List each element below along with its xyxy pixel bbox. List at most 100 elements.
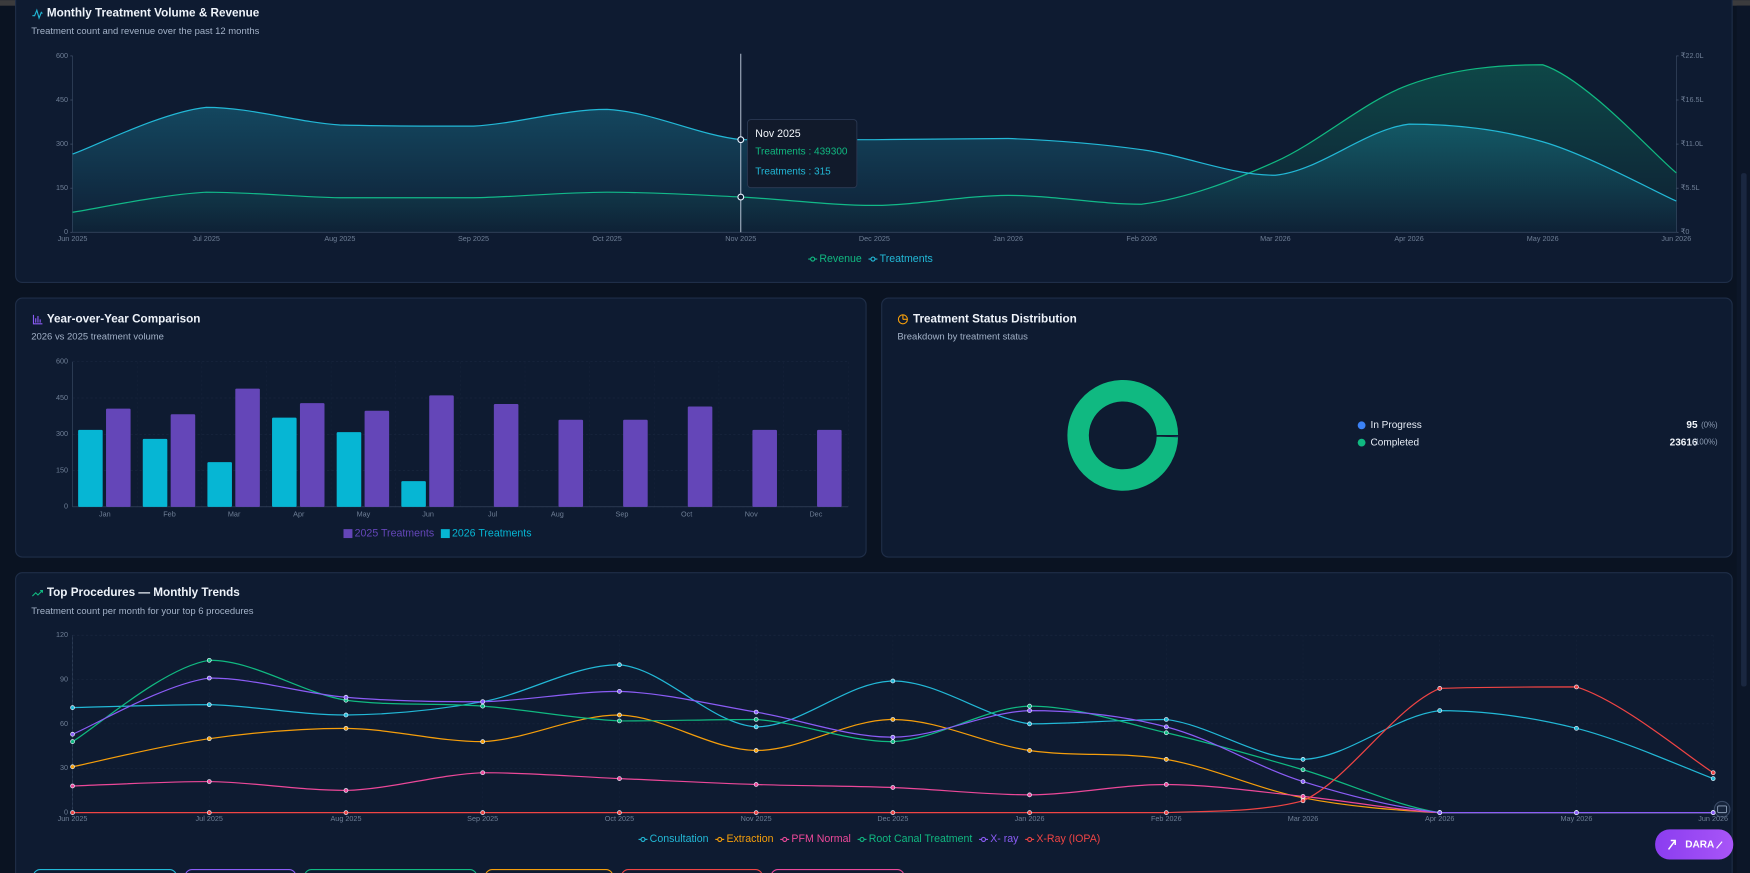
- pill[interactable]: [304, 868, 477, 873]
- legend-label: In Progress: [1371, 420, 1422, 431]
- x-tick-label: Sep 2025: [458, 234, 489, 243]
- x-tick-label: Sep: [616, 510, 629, 519]
- y-tick-label: 150: [56, 183, 68, 192]
- point: [617, 689, 622, 694]
- filter-pills: [33, 868, 904, 873]
- chat-icon-glyph: [1717, 805, 1728, 814]
- pill[interactable]: [485, 868, 613, 873]
- point: [1710, 776, 1716, 781]
- bar: [142, 438, 168, 507]
- tooltip-item: Treatments : 439300: [755, 147, 848, 158]
- y2-tick-label: ₹22.0L: [1681, 51, 1704, 60]
- donut-segment: [1066, 378, 1180, 492]
- pill[interactable]: [771, 868, 904, 873]
- bar: [623, 419, 648, 507]
- tooltip: [747, 119, 858, 189]
- legend-swatch: [1357, 438, 1366, 447]
- y2-tick-label: ₹0: [1681, 227, 1690, 236]
- active-point: [737, 136, 745, 144]
- bar: [429, 395, 454, 507]
- assistant-button-bg[interactable]: [1655, 829, 1734, 860]
- card-title: Year-over-Year Comparison: [47, 312, 201, 325]
- assistant-button[interactable]: DARA: [1655, 829, 1734, 860]
- point: [480, 739, 486, 744]
- point: [480, 770, 486, 776]
- icon: [32, 8, 43, 20]
- x-tick-label: Nov: [745, 510, 758, 519]
- y-tick-label: 300: [56, 429, 68, 438]
- point: [1027, 721, 1032, 727]
- pill[interactable]: [185, 868, 296, 873]
- bar: [401, 481, 426, 507]
- point: [617, 662, 622, 668]
- tooltip-title: Nov 2025: [755, 128, 800, 140]
- point: [617, 810, 622, 815]
- y-tick-label: 60: [60, 719, 68, 728]
- legend-label: 2025 Treatments: [355, 527, 435, 539]
- x-tick-label: Oct 2025: [605, 814, 634, 823]
- pill[interactable]: [33, 868, 177, 873]
- assistant-label[interactable]: DARA: [1685, 840, 1714, 851]
- card-subtitle: 2026 vs 2025 treatment volume: [31, 332, 164, 343]
- legend-swatch: [640, 836, 646, 842]
- bar: [817, 429, 842, 507]
- point: [70, 731, 75, 737]
- pill[interactable]: [621, 868, 763, 873]
- card-title: Top Procedures — Monthly Trends: [47, 586, 240, 599]
- point: [206, 675, 212, 681]
- point: [1163, 730, 1169, 736]
- point: [1163, 810, 1169, 815]
- point: [70, 705, 75, 710]
- x-tick-label: Jul 2025: [196, 814, 223, 823]
- point: [1574, 684, 1579, 690]
- tooltip-item: Treatments : 315: [755, 167, 831, 178]
- legend-label: X- ray: [990, 833, 1019, 845]
- x-tick-label: Feb 2026: [1126, 234, 1157, 243]
- point: [617, 712, 622, 718]
- bar: [170, 414, 196, 507]
- legend-swatch: [859, 836, 865, 842]
- point: [1163, 757, 1169, 762]
- x-tick-label: Feb 2026: [1151, 814, 1182, 823]
- point: [206, 736, 212, 742]
- y2-tick-label: ₹5.5L: [1681, 183, 1700, 192]
- assistant-icon: [1716, 841, 1723, 849]
- x-tick-label: May: [357, 510, 371, 519]
- point: [343, 694, 349, 700]
- x-tick-label: Jan 2026: [1015, 814, 1045, 823]
- point: [753, 709, 759, 715]
- legend-swatch: [810, 256, 816, 262]
- legend-swatch: [1357, 421, 1366, 430]
- y2-tick-label: ₹16.5L: [1681, 95, 1704, 104]
- point: [70, 739, 75, 744]
- legend-swatch: [870, 256, 876, 262]
- point: [890, 739, 896, 744]
- y-tick-label: 0: [64, 502, 68, 511]
- chat-icon[interactable]: [1713, 800, 1731, 818]
- x-tick-label: Mar: [228, 510, 241, 519]
- point: [70, 810, 75, 815]
- card-subtitle: Breakdown by treatment status: [897, 332, 1028, 343]
- bar: [106, 408, 131, 507]
- x-tick-label: Jun 2025: [58, 814, 88, 823]
- y-tick-label: 300: [56, 139, 68, 148]
- y-tick-label: 450: [56, 393, 68, 402]
- card-subtitle: Treatment count per month for your top 6…: [31, 606, 254, 617]
- x-tick-label: Jul 2025: [192, 234, 219, 243]
- point: [1027, 708, 1032, 713]
- point: [1300, 779, 1306, 784]
- point: [890, 785, 896, 790]
- assistant-icon: [1667, 839, 1676, 850]
- y-tick-label: 30: [60, 763, 68, 772]
- bar: [752, 429, 777, 507]
- point: [1300, 798, 1306, 804]
- x-tick-label: Jul: [488, 510, 498, 519]
- point: [343, 810, 349, 815]
- point: [1163, 782, 1169, 787]
- scrollbar-thumb[interactable]: [1741, 173, 1747, 687]
- point: [1710, 810, 1716, 815]
- y-tick-label: 450: [56, 95, 68, 104]
- x-tick-label: Dec 2025: [859, 234, 890, 243]
- point: [753, 724, 759, 730]
